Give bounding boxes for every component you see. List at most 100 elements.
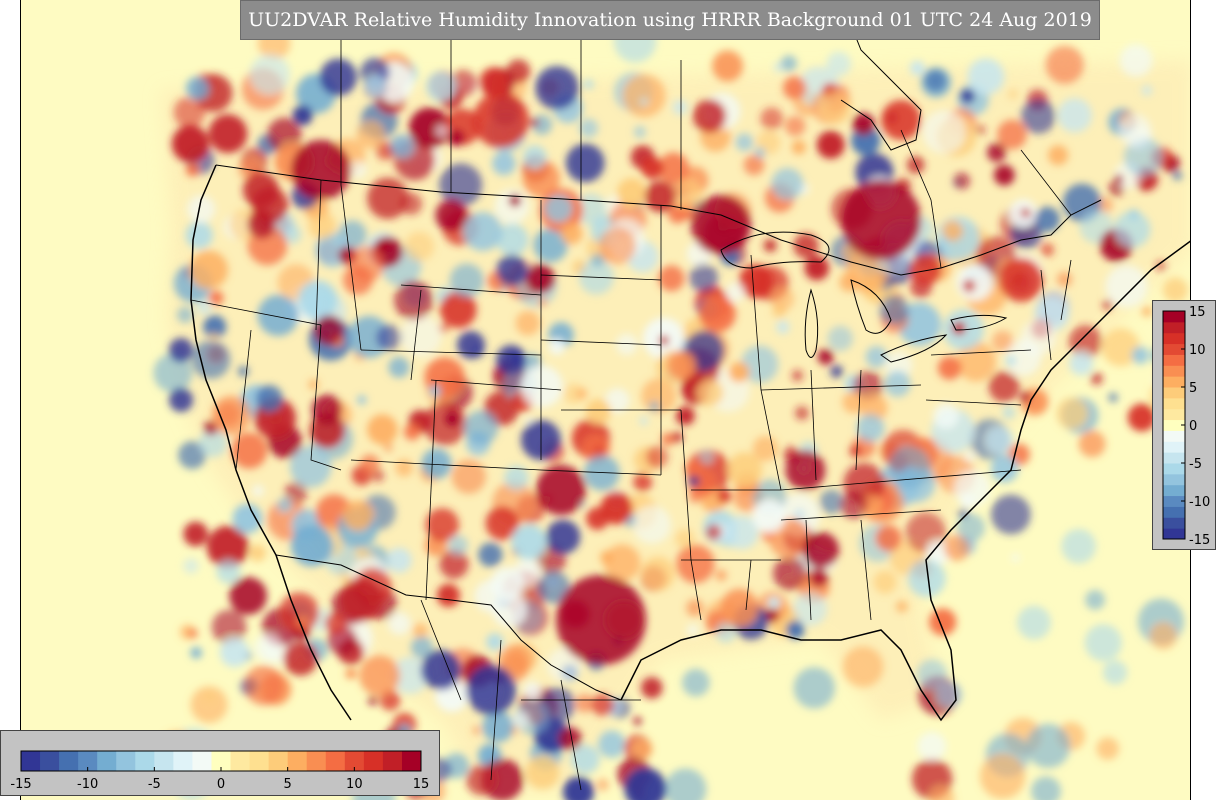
colorbar-tick-label: -15 <box>1189 533 1210 548</box>
innovation-blob <box>253 633 283 663</box>
lake-michigan <box>804 288 819 358</box>
innovation-blob <box>533 228 568 263</box>
colorbar-cell <box>363 751 384 771</box>
innovation-blob <box>198 428 227 458</box>
lake-erie <box>880 334 948 363</box>
innovation-blob <box>954 470 991 507</box>
innovation-blob <box>538 297 547 307</box>
innovation-blob <box>743 154 765 176</box>
colorbar-tick-label: -5 <box>148 777 161 792</box>
innovation-blob <box>817 89 853 125</box>
innovation-blob <box>585 399 611 425</box>
innovation-blob <box>1131 346 1150 365</box>
innovation-blob <box>962 279 976 293</box>
innovation-blob <box>727 452 763 488</box>
innovation-blob <box>404 231 435 262</box>
innovation-blob <box>675 529 695 549</box>
innovation-blob <box>187 195 216 224</box>
innovation-blob <box>975 125 986 135</box>
innovation-blob <box>780 55 797 72</box>
innovation-blob <box>298 280 338 320</box>
innovation-blob <box>603 544 641 582</box>
innovation-blob <box>776 320 790 334</box>
colorbar-cell <box>1163 354 1185 366</box>
innovation-blob <box>1048 145 1069 166</box>
innovation-blob <box>530 118 539 127</box>
innovation-blob <box>670 178 703 211</box>
colorbar-tick-label: -15 <box>10 777 31 792</box>
innovation-blob <box>740 345 779 384</box>
innovation-blob <box>171 125 210 163</box>
innovation-blob <box>448 535 469 556</box>
innovation-blob <box>1102 299 1113 310</box>
innovation-blob <box>1141 306 1153 317</box>
innovation-blob <box>211 395 251 435</box>
innovation-blob <box>1096 737 1119 760</box>
colorbar-tick-label: 0 <box>1189 419 1197 434</box>
innovation-blob <box>929 608 957 636</box>
innovation-blob <box>313 315 344 346</box>
innovation-blob <box>1068 325 1103 359</box>
innovation-blob <box>356 120 385 149</box>
colorbar-cell <box>230 751 251 771</box>
innovation-blob <box>632 738 653 760</box>
innovation-blob <box>290 446 332 488</box>
innovation-blob <box>364 75 387 98</box>
innovation-blob <box>558 727 582 751</box>
innovation-blob <box>1127 403 1156 432</box>
innovation-blob <box>728 362 750 383</box>
innovation-blob <box>1105 265 1148 308</box>
innovation-blob <box>547 647 582 683</box>
innovation-blob <box>496 223 529 256</box>
innovation-blob <box>735 133 754 152</box>
innovation-blob <box>439 163 483 207</box>
innovation-blob <box>252 484 265 497</box>
innovation-blob <box>804 255 830 281</box>
us-canada-border <box>215 164 1102 276</box>
innovation-blob <box>496 254 528 286</box>
innovation-blob <box>349 160 367 179</box>
innovation-blob <box>508 194 522 207</box>
colorbar-cell <box>1163 321 1185 334</box>
innovation-blob <box>856 414 885 442</box>
innovation-blob <box>440 291 477 329</box>
innovation-blob <box>535 66 579 110</box>
innovation-blob <box>937 356 962 380</box>
innovation-blob <box>693 99 727 133</box>
colorbar-cell <box>1163 495 1185 507</box>
innovation-blob <box>1021 99 1056 134</box>
innovation-blob <box>1019 391 1031 403</box>
innovation-blob <box>909 253 942 286</box>
innovation-blob <box>1069 351 1094 376</box>
innovation-blob <box>1114 174 1124 184</box>
innovation-blob <box>793 667 835 709</box>
innovation-blob <box>187 628 198 639</box>
innovation-blob <box>391 657 429 694</box>
state-lines <box>190 179 1072 621</box>
innovation-blob <box>248 544 267 562</box>
innovation-blob <box>956 513 986 542</box>
innovation-blob <box>522 160 560 198</box>
innovation-blob <box>319 58 357 96</box>
colorbar-cell <box>40 751 60 771</box>
innovation-blob <box>244 665 285 706</box>
innovation-blob <box>865 346 888 368</box>
innovation-blob <box>826 51 851 76</box>
innovation-blob <box>463 410 499 445</box>
innovation-blob <box>773 556 807 591</box>
innovation-blob <box>594 446 605 457</box>
innovation-blob <box>617 178 646 207</box>
innovation-blob <box>997 119 1027 150</box>
innovation-blob <box>600 492 633 525</box>
innovation-feature <box>691 195 751 255</box>
innovation-blob <box>1162 277 1188 303</box>
innovation-blob <box>1057 98 1092 133</box>
innovation-blob <box>211 609 247 645</box>
innovation-blob <box>715 621 737 643</box>
innovation-blob <box>548 338 566 355</box>
colorbar-tick-label: -5 <box>1189 457 1202 472</box>
horizontal-colorbar-graphic: -15 -10 -5 0 5 10 15 <box>10 750 429 792</box>
innovation-blob <box>1119 44 1153 77</box>
innovation-blob <box>717 489 732 503</box>
colorbar-cell <box>1163 311 1185 323</box>
